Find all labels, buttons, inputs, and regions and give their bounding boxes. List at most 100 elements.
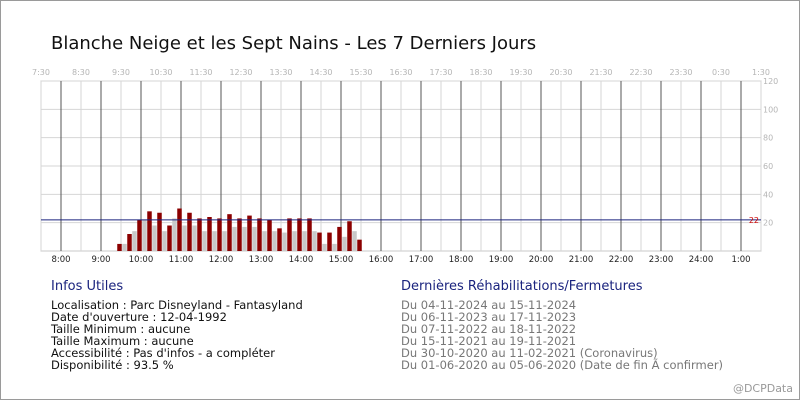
top-tick-label: 16:30 [389, 68, 412, 77]
info-location: Localisation : Parc Disneyland - Fantasy… [51, 298, 303, 312]
wait-bar [117, 243, 122, 251]
bottom-tick-label: 15:00 [329, 255, 354, 265]
bottom-tick-label: 1:00 [731, 255, 750, 265]
bottom-tick-label: 16:00 [369, 255, 394, 265]
wait-bar [267, 219, 272, 251]
info-availability: Disponibilité : 93.5 % [51, 358, 174, 372]
comparison-bar [302, 231, 307, 251]
chart-title: Blanche Neige et les Sept Nains - Les 7 … [51, 33, 537, 54]
y-tick-label: 100 [763, 105, 778, 114]
comparison-bar [232, 226, 237, 251]
rehab-item: Du 06-11-2023 au 17-11-2023 [401, 310, 577, 324]
rehab-item: Du 01-06-2020 au 05-06-2020 (Date de fin… [401, 358, 724, 372]
top-tick-label: 21:30 [589, 68, 612, 77]
top-tick-label: 0:30 [712, 68, 730, 77]
wait-bar [307, 218, 312, 251]
comparison-bar [222, 231, 227, 251]
wait-bar [127, 234, 132, 251]
rehab-item: Du 15-11-2021 au 19-11-2021 [401, 334, 577, 348]
bottom-tick-label: 20:00 [529, 255, 554, 265]
top-tick-label: 23:30 [669, 68, 692, 77]
wait-bar [187, 212, 192, 251]
wait-bar [257, 218, 262, 251]
wait-bar [247, 215, 252, 251]
rehab-list: Du 04-11-2024 au 15-11-2024 Du 06-11-202… [401, 299, 723, 371]
wait-bar [217, 218, 222, 251]
info-min-height: Taille Minimum : aucune [51, 322, 191, 336]
top-tick-label: 10:30 [149, 68, 172, 77]
reference-label: 22 [749, 216, 759, 225]
comparison-bar [312, 231, 317, 251]
comparison-bar [182, 225, 187, 251]
bottom-tick-label: 12:00 [209, 255, 234, 265]
bottom-tick-label: 11:00 [169, 255, 194, 265]
top-tick-label: 11:30 [189, 68, 212, 77]
wait-bar [357, 239, 362, 251]
y-tick-label: 20 [763, 219, 773, 228]
wait-bar [167, 225, 172, 251]
bottom-tick-label: 22:00 [609, 255, 634, 265]
rehab-item: Du 04-11-2024 au 15-11-2024 [401, 298, 577, 312]
top-tick-label: 15:30 [349, 68, 372, 77]
top-tick-label: 12:30 [229, 68, 252, 77]
bottom-tick-label: 8:00 [51, 255, 70, 265]
comparison-bar [202, 231, 207, 251]
top-tick-label: 19:30 [509, 68, 532, 77]
reference-layer: 22 [41, 216, 761, 225]
infos-title: Infos Utiles [51, 279, 124, 294]
comparison-bar [262, 231, 267, 251]
comparison-bar [172, 218, 177, 251]
wait-bar [277, 228, 282, 251]
bottom-tick-label: 23:00 [649, 255, 674, 265]
top-tick-label: 7:30 [32, 68, 50, 77]
wait-bar [347, 221, 352, 251]
comparison-bar [152, 225, 157, 251]
y-tick-label: 40 [763, 190, 773, 199]
wait-bar [207, 217, 212, 251]
comparison-bar [332, 243, 337, 251]
top-tick-label: 9:30 [112, 68, 130, 77]
comparison-bar [132, 231, 137, 251]
y-tick-label: 60 [763, 162, 773, 171]
comparison-bar [242, 226, 247, 251]
wait-bar [337, 226, 342, 251]
top-tick-label: 20:30 [549, 68, 572, 77]
rehab-title: Dernières Réhabilitations/Fermetures [401, 279, 643, 294]
wait-bar [237, 218, 242, 251]
wait-bar [327, 232, 332, 251]
bottom-tick-label: 14:00 [289, 255, 314, 265]
info-max-height: Taille Maximum : aucune [51, 334, 194, 348]
bottom-tick-label: 17:00 [409, 255, 434, 265]
wait-bar [197, 218, 202, 251]
bottom-tick-label: 24:00 [689, 255, 714, 265]
comparison-bar [292, 231, 297, 251]
info-opening-date: Date d'ouverture : 12-04-1992 [51, 310, 227, 324]
comparison-bar [252, 226, 257, 251]
bottom-tick-label: 10:00 [129, 255, 154, 265]
rehab-item: Du 07-11-2022 au 18-11-2022 [401, 322, 577, 336]
credit-label: @DCPData [732, 382, 793, 395]
top-tick-label: 22:30 [629, 68, 652, 77]
info-accessibility: Accessibilité : Pas d'infos - a compléte… [51, 346, 275, 360]
tick-layer: 20 40 60 80 100 120 7:30 8:30 9:30 10:30 11:30 12:3… [32, 68, 778, 265]
bottom-tick-label: 13:00 [249, 255, 274, 265]
infos-list: Localisation : Parc Disneyland - Fantasy… [51, 299, 303, 371]
comparison-bar [212, 231, 217, 251]
bar-layer [117, 208, 362, 251]
wait-bar [137, 219, 142, 251]
bottom-tick-label: 19:00 [489, 255, 514, 265]
wait-bar [147, 211, 152, 251]
top-tick-label: 8:30 [72, 68, 90, 77]
comparison-bar [352, 231, 357, 251]
y-tick-label: 80 [763, 134, 773, 143]
wait-bar [297, 218, 302, 251]
wait-bar [157, 212, 162, 251]
top-tick-label: 13:30 [269, 68, 292, 77]
wait-bar [317, 232, 322, 251]
bottom-tick-label: 21:00 [569, 255, 594, 265]
comparison-bar [162, 231, 167, 251]
comparison-bar [342, 236, 347, 251]
wait-bar [177, 208, 182, 251]
comparison-bar [192, 225, 197, 251]
